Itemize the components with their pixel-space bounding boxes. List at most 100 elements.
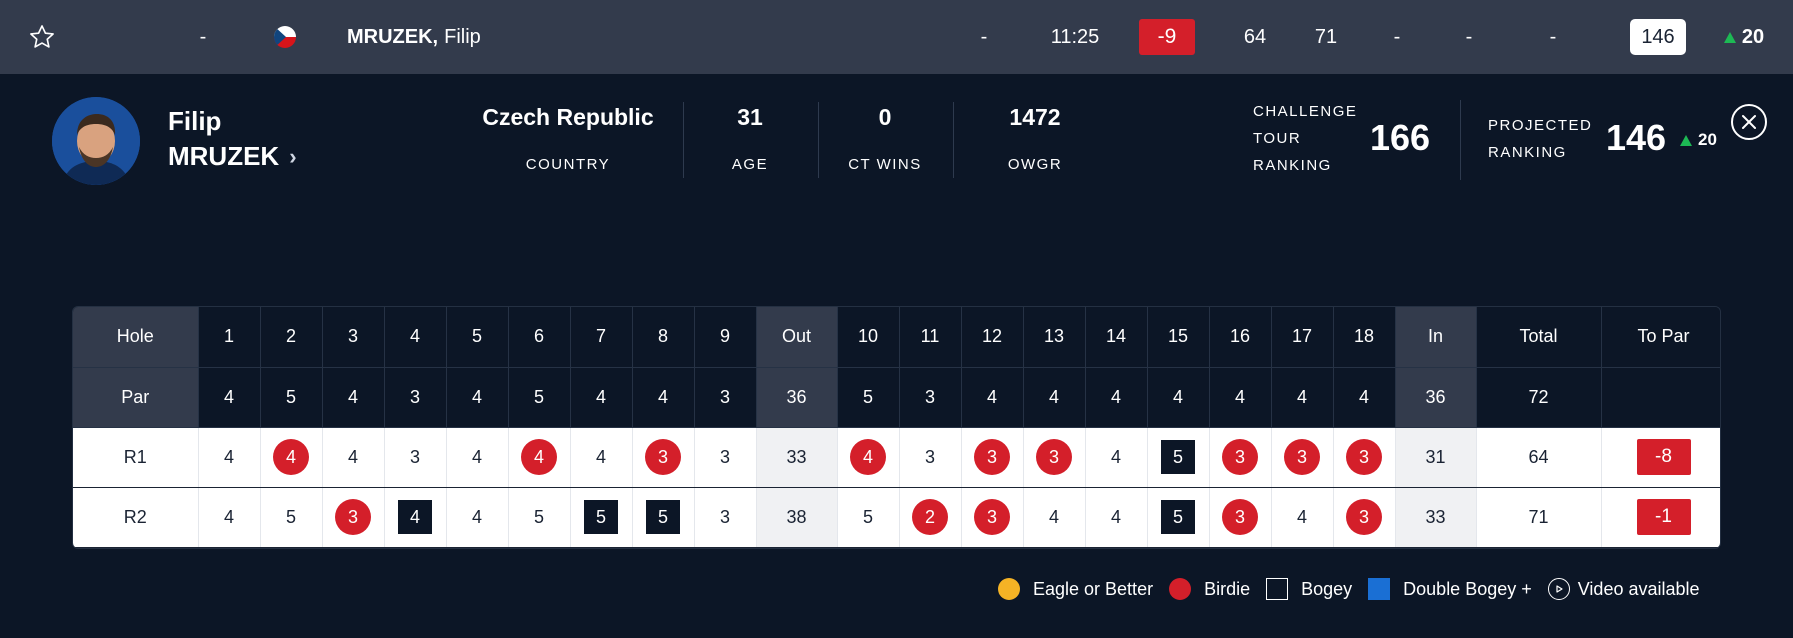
score-cell: 4 — [1085, 427, 1148, 488]
round1-score: 64 — [1243, 25, 1267, 48]
par-value: 5 — [260, 367, 323, 428]
score-value: 5 — [533, 506, 544, 527]
divider — [953, 102, 954, 178]
birdie-score: 3 — [974, 499, 1010, 535]
score-value: 3 — [924, 446, 935, 467]
score-cell: 4 — [1085, 487, 1148, 548]
par-value: 4 — [570, 367, 633, 428]
score-cell: 4 — [837, 427, 900, 488]
birdie-score: 3 — [974, 439, 1010, 475]
birdie-score: 3 — [1036, 439, 1072, 475]
stat-label: OWGR — [1007, 156, 1063, 173]
favourite-star-icon[interactable] — [22, 0, 62, 74]
projected-label-line: PROJECTED — [1488, 117, 1593, 134]
hole-header: 15 — [1147, 307, 1210, 368]
score-value: 5 — [862, 506, 873, 527]
stat-value: 1472 — [1009, 104, 1061, 130]
round-row[interactable]: R2 4 5 3 4 4 5 5 5 3 38 5 2 3 4 4 5 3 4 3 33 71 -1 — [73, 487, 1720, 548]
score-cell: 4 — [446, 487, 509, 548]
score-cell: 4 — [508, 427, 571, 488]
hole-header: 2 — [260, 307, 323, 368]
par-value: 3 — [384, 367, 447, 428]
score-cell: 4 — [1271, 487, 1334, 548]
player-name-link[interactable]: MRUZEK, Filip — [347, 0, 647, 74]
player-last-name: MRUZEK, — [347, 25, 439, 48]
birdie-score: 3 — [1346, 499, 1382, 535]
ct-ranking-label: CHALLENGE TOUR RANKING — [1253, 98, 1357, 179]
hole-header: 12 — [961, 307, 1024, 368]
movement-value: 20 — [1741, 25, 1765, 48]
birdie-score: 2 — [912, 499, 948, 535]
par-value: 3 — [899, 367, 962, 428]
player-row[interactable]: - MRUZEK, Filip - 11:25 -9 64 71 - - - 1… — [0, 0, 1793, 74]
score-cell: 3 — [694, 487, 757, 548]
score-cell: 3 — [694, 427, 757, 488]
close-icon — [1742, 115, 1756, 129]
round2-score: 71 — [1314, 25, 1338, 48]
birdie-score: 4 — [850, 439, 886, 475]
legend-bogey: Bogey — [1266, 578, 1352, 600]
round-label: R1 — [73, 427, 199, 488]
play-icon — [1547, 578, 1570, 600]
round-row[interactable]: R1 4 4 4 3 4 4 4 3 3 33 4 3 3 3 4 5 3 3 3 31 64 -8 — [73, 427, 1720, 488]
hole-header: 9 — [694, 307, 757, 368]
hole-header: 14 — [1085, 307, 1148, 368]
stat-value: 31 — [737, 104, 763, 130]
close-button[interactable] — [1731, 104, 1767, 140]
player-first-name: Filip — [444, 25, 481, 48]
hole-header: 7 — [570, 307, 633, 368]
movement: 20 — [1714, 0, 1774, 74]
birdie-score: 3 — [1284, 439, 1320, 475]
player-avatar — [52, 97, 140, 185]
stat-label: AGE — [731, 156, 769, 173]
scorecard: Hole 1 2 3 4 5 6 7 8 9 Out 10 11 12 13 14 15 16 17 18 In Tot… — [72, 306, 1721, 549]
legend-eagle: Eagle or Better — [998, 578, 1153, 600]
ranking-badge: 146 — [1630, 19, 1686, 55]
round3-score: - — [1393, 25, 1401, 48]
score-value: 4 — [223, 446, 234, 467]
par-value: 4 — [1333, 367, 1396, 428]
divider — [683, 102, 684, 178]
score-legend: Eagle or Better Birdie Bogey Double Boge… — [998, 578, 1700, 600]
legend-label: Double Bogey + — [1403, 578, 1532, 599]
score-cell: 3 — [1271, 427, 1334, 488]
birdie-score: 3 — [335, 499, 371, 535]
stat-country: Czech Republic COUNTRY — [470, 104, 666, 173]
hole-header: 11 — [899, 307, 962, 368]
profile-name-link[interactable]: MRUZEK › — [168, 141, 297, 172]
score-cell: 4 — [198, 487, 261, 548]
par-value: 4 — [198, 367, 261, 428]
hole-header: 16 — [1209, 307, 1272, 368]
score-cell: 3 — [384, 427, 447, 488]
par-value: 5 — [837, 367, 900, 428]
par-value: 4 — [1085, 367, 1148, 428]
legend-label: Birdie — [1204, 578, 1251, 599]
par-label: Par — [73, 367, 199, 428]
stat-label: CT WINS — [848, 156, 922, 173]
projected-movement: 20 — [1680, 130, 1717, 150]
stat-owgr: 1472 OWGR — [985, 104, 1085, 173]
bogey-score: 5 — [1161, 440, 1195, 474]
hole-row: Hole 1 2 3 4 5 6 7 8 9 Out 10 11 12 13 14 15 16 17 18 In Tot… — [73, 307, 1720, 368]
round-label: R2 — [73, 487, 199, 548]
hole-header: 17 — [1271, 307, 1334, 368]
to-par-badge: -1 — [1636, 499, 1691, 535]
birdie-score: 3 — [1222, 499, 1258, 535]
par-value: 4 — [322, 367, 385, 428]
score-cell: 38 — [756, 487, 838, 548]
stat-age: 31 AGE — [700, 104, 800, 173]
par-value: 5 — [508, 367, 571, 428]
stat-ct-wins: 0 CT WINS — [835, 104, 935, 173]
hole-header: Out — [756, 307, 838, 368]
profile-last-name: MRUZEK — [168, 141, 280, 171]
score-cell: 71 — [1476, 487, 1602, 548]
bogey-score: 5 — [1161, 500, 1195, 534]
score-value: 64 — [1528, 446, 1549, 467]
hole-header: 4 — [384, 307, 447, 368]
score-cell: 5 — [1147, 487, 1210, 548]
par-row: Par 4 5 4 3 4 5 4 4 3 36 5 3 4 4 4 4 4 4 4 36 72 — [73, 367, 1720, 428]
czech-flag-icon — [272, 0, 298, 74]
score-value: 4 — [1110, 446, 1121, 467]
birdie-swatch — [1169, 578, 1192, 600]
to-par-cell: -9 — [1139, 0, 1195, 74]
